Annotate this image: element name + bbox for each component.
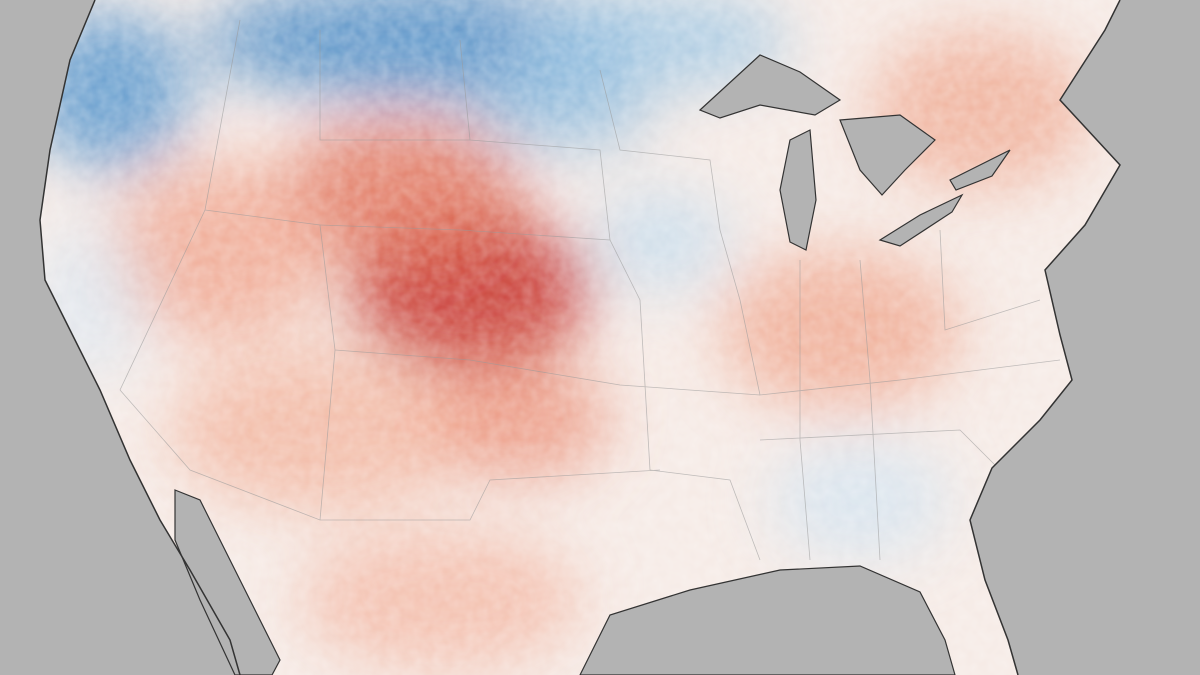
gulf-of-mexico xyxy=(579,565,956,675)
border xyxy=(739,299,1061,396)
border xyxy=(319,30,470,141)
west-coastline xyxy=(39,0,241,675)
border xyxy=(334,349,761,396)
border xyxy=(599,69,741,301)
border xyxy=(204,209,336,521)
border xyxy=(759,429,1001,471)
border xyxy=(119,389,661,521)
border xyxy=(939,229,1041,331)
lake-huron xyxy=(839,114,936,196)
lake-michigan xyxy=(779,129,817,251)
east-coastline xyxy=(969,0,1121,675)
lakes-and-gulfs xyxy=(174,54,1011,675)
border xyxy=(859,259,881,561)
lake-erie xyxy=(878,193,964,247)
lake-ontario xyxy=(949,149,1011,191)
border xyxy=(459,39,611,241)
state-borders xyxy=(119,19,1061,561)
lake-superior xyxy=(698,54,842,119)
border xyxy=(799,260,811,561)
border xyxy=(649,469,761,561)
